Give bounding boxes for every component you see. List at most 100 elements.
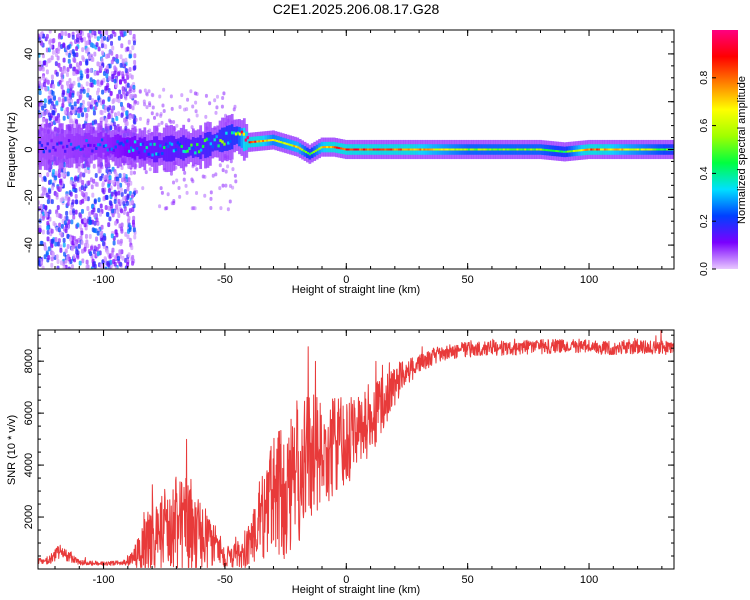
ridge-mark <box>594 148 597 151</box>
x-tick-label: -100 <box>93 274 115 286</box>
heatmap-cell <box>201 174 205 179</box>
heatmap-cell <box>110 40 114 46</box>
heatmap-cell <box>126 182 130 188</box>
ridge-mark <box>654 148 657 151</box>
ridge-mark <box>533 148 537 151</box>
heatmap-cell <box>78 260 82 266</box>
ridge-mark <box>462 148 465 151</box>
heatmap-cell <box>42 75 46 81</box>
heatmap-cell <box>120 222 124 228</box>
heatmap-cell <box>183 107 187 112</box>
heatmap-cell <box>132 170 136 175</box>
ridge-mark <box>617 148 620 151</box>
ridge-mark <box>52 146 55 150</box>
heatmap-cell <box>81 123 85 129</box>
heatmap-cell <box>38 102 41 108</box>
ridge-mark <box>570 150 574 153</box>
heatmap-cell <box>125 110 129 116</box>
ridge-mark <box>287 143 290 146</box>
heatmap-cell <box>67 44 71 50</box>
heatmap-cell <box>114 112 118 118</box>
heatmap-cell <box>148 167 152 172</box>
heatmap-cell <box>162 109 166 114</box>
ridge-mark <box>71 147 75 151</box>
heatmap-cell <box>157 140 161 159</box>
ridge-mark <box>180 144 183 148</box>
heatmap-cell <box>97 30 101 35</box>
heatmap-cell <box>116 239 120 245</box>
ridge-mark <box>143 149 147 153</box>
heatmap-cell <box>106 134 110 156</box>
ridge-mark <box>178 143 181 147</box>
ridge-mark <box>452 148 455 151</box>
x-tick-label: -100 <box>93 574 115 586</box>
ridge-mark <box>93 144 96 148</box>
ridge-mark <box>487 148 490 151</box>
heatmap-cell <box>107 179 111 185</box>
heatmap-cell <box>108 49 112 55</box>
heatmap-cell <box>110 191 114 197</box>
ridge-mark <box>275 139 279 142</box>
ridge-mark <box>382 148 385 151</box>
heatmap-cell <box>150 92 154 97</box>
ridge-mark <box>122 143 125 147</box>
ridge-mark <box>603 148 607 151</box>
ridge-mark <box>388 148 391 151</box>
heatmap-cell <box>56 241 60 247</box>
ridge-mark <box>349 148 352 151</box>
ridge-mark <box>431 148 434 151</box>
heatmap-cell <box>131 45 135 51</box>
heatmap-cell <box>122 196 126 202</box>
heatmap-cell <box>111 208 115 214</box>
ridge-mark <box>42 150 46 154</box>
ridge-mark <box>137 151 141 155</box>
heatmap-cell <box>94 105 98 111</box>
heatmap-cell <box>109 259 113 265</box>
ridge-mark <box>40 143 44 147</box>
heatmap-cell <box>38 260 41 266</box>
heatmap-cell <box>47 194 51 200</box>
heatmap-cell <box>103 256 107 262</box>
heatmap-cell <box>41 186 45 192</box>
heatmap-cell <box>57 173 61 179</box>
ridge-mark <box>366 148 370 151</box>
heatmap-cell <box>194 109 198 114</box>
heatmap-cell <box>110 252 114 258</box>
heatmap-cell <box>65 215 69 221</box>
heatmap-cell <box>231 167 235 172</box>
ridge-mark <box>114 145 117 149</box>
heatmap-cell <box>97 243 101 249</box>
heatmap-cell <box>83 218 87 224</box>
heatmap-cell <box>107 114 111 120</box>
heatmap-cell <box>65 210 69 216</box>
heatmap-cell <box>86 196 90 202</box>
heatmap-cell <box>48 209 52 215</box>
ridge-mark <box>537 148 541 151</box>
chart-title: C2E1.2025.206.08.17.G28 <box>273 1 440 17</box>
ridge-mark <box>316 148 319 151</box>
ridge-mark <box>644 148 648 151</box>
heatmap-cell <box>77 113 81 119</box>
heatmap-cell <box>92 178 96 184</box>
heatmap-cell <box>57 118 61 124</box>
heatmap-cell <box>90 42 94 48</box>
ridge-mark <box>269 139 273 142</box>
heatmap-cell <box>77 82 81 88</box>
ridge-mark <box>110 147 113 151</box>
heatmap-cell <box>125 121 129 127</box>
ridge-mark <box>563 150 566 153</box>
heatmap-cell <box>89 67 93 73</box>
ridge-mark <box>483 148 486 151</box>
heatmap-cell <box>130 245 134 251</box>
heatmap-cell <box>143 136 147 161</box>
ridge-mark <box>502 148 506 151</box>
heatmap-cell <box>41 190 45 196</box>
heatmap-cell <box>109 137 113 154</box>
heatmap-cell <box>82 172 86 178</box>
heatmap-cell <box>114 229 118 235</box>
ridge-mark <box>510 148 514 151</box>
spectrogram-x-label: Height of straight line (km) <box>292 284 420 296</box>
heatmap-cell <box>124 231 128 237</box>
heatmap-cell <box>74 241 78 247</box>
heatmap-cell <box>123 31 127 37</box>
